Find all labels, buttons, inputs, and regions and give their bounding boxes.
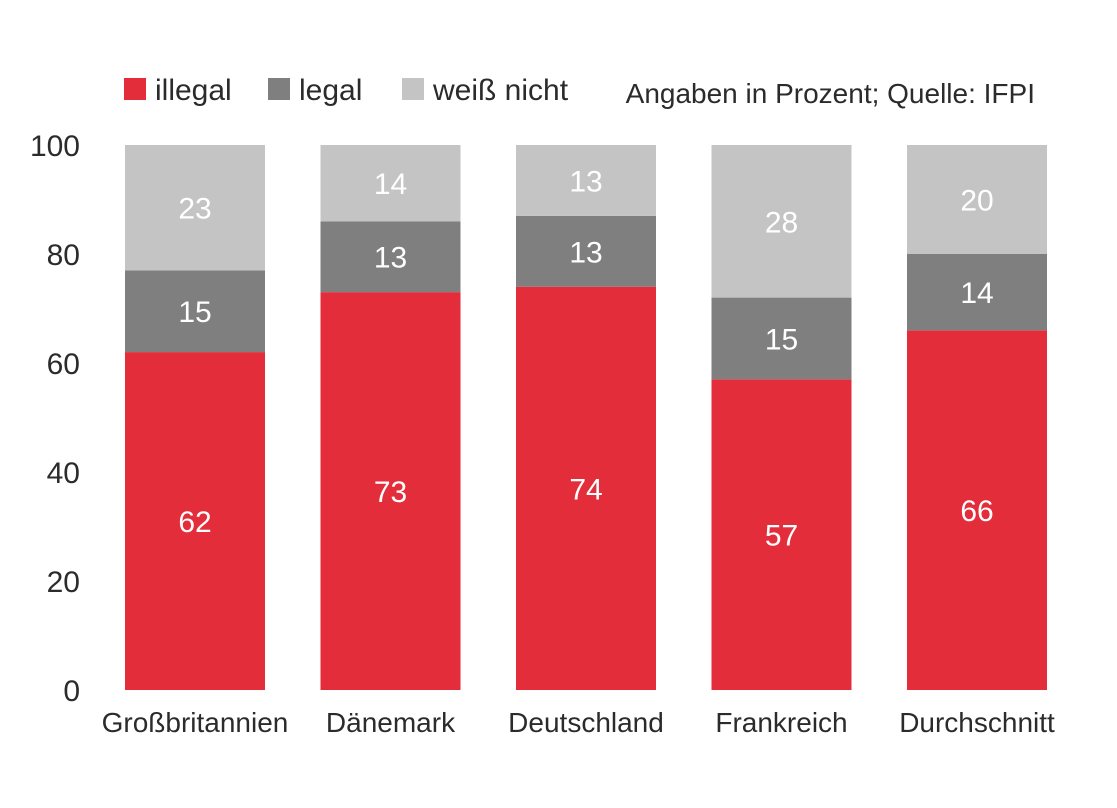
bar-value-label: 28 (765, 206, 798, 239)
x-category-label: Großbritannien (102, 707, 289, 738)
bars: 62 15 23 73 13 14 74 13 13 57 15 28 66 14 20 (125, 145, 1047, 690)
legend-swatch-weiss-nicht (402, 78, 424, 100)
bar-durchschnitt-illegal (907, 330, 1047, 690)
bar-value-label: 13 (374, 242, 407, 275)
y-tick-label: 0 (63, 675, 80, 708)
bar-grossbritannien-illegal (125, 352, 265, 690)
x-category-label: Dänemark (326, 707, 456, 738)
y-tick-label: 20 (47, 566, 80, 599)
bar-value-label: 15 (765, 323, 798, 356)
bar-value-label: 20 (960, 185, 993, 218)
x-category-label: Deutschland (508, 707, 664, 738)
bar-value-label: 73 (374, 476, 407, 509)
chart-legend: illegal legal weiß nicht (124, 74, 569, 107)
legend-swatch-illegal (124, 78, 146, 100)
bar-daenemark-legal (320, 221, 461, 293)
legend-label-illegal: illegal (155, 74, 232, 107)
bar-deutschland-illegal (516, 286, 656, 690)
bar-frankreich-legal (711, 297, 852, 380)
bar-durchschnitt-weiss-nicht (907, 145, 1047, 254)
bar-frankreich-weiss-nicht (711, 145, 852, 298)
bar-value-label: 15 (178, 296, 211, 329)
bar-value-label: 66 (960, 495, 993, 528)
y-tick-label: 40 (47, 457, 80, 490)
bar-durchschnitt-legal (907, 254, 1047, 331)
bar-frankreich-illegal (711, 379, 852, 690)
bar-daenemark-weiss-nicht (320, 145, 461, 222)
source-note: Angaben in Prozent; Quelle: IFPI (626, 78, 1035, 109)
x-category-label: Durchschnitt (899, 707, 1055, 738)
bar-value-label: 23 (178, 193, 211, 226)
bar-deutschland-weiss-nicht (516, 145, 656, 216)
y-tick-label: 60 (47, 348, 80, 381)
x-axis: Großbritannien Dänemark Deutschland Frankre… (102, 707, 1055, 738)
legend-label-weiss-nicht: weiß nicht (432, 74, 569, 107)
bar-value-label: 57 (765, 520, 798, 553)
y-tick-label: 80 (47, 239, 80, 272)
bar-value-label: 13 (569, 236, 602, 269)
bar-value-label: 14 (374, 168, 407, 201)
bar-value-label: 62 (178, 506, 211, 539)
bar-deutschland-legal (516, 215, 656, 287)
bar-grossbritannien-weiss-nicht (125, 145, 265, 271)
bar-value-label: 14 (960, 277, 993, 310)
legend-swatch-legal (268, 78, 290, 100)
y-tick-label: 100 (30, 130, 80, 163)
bar-value-label: 74 (569, 473, 602, 506)
bar-value-label: 13 (569, 165, 602, 198)
y-axis: 0 20 40 60 80 100 (30, 130, 80, 708)
legend-label-legal: legal (299, 74, 362, 107)
bar-daenemark-illegal (320, 292, 461, 690)
x-category-label: Frankreich (715, 707, 847, 738)
bar-grossbritannien-legal (125, 270, 265, 353)
